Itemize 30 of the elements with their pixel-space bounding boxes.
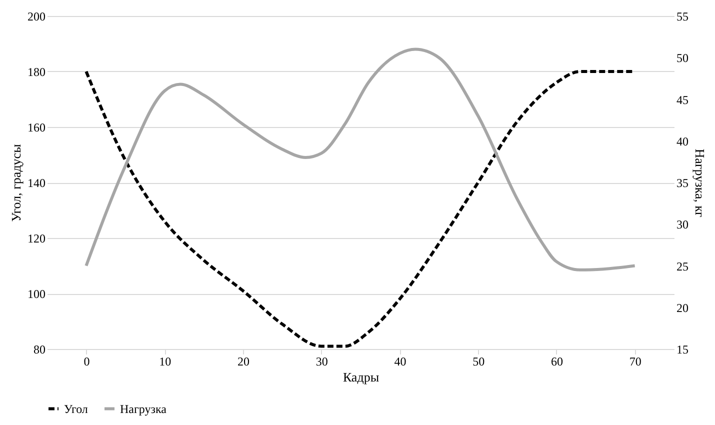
y-tick-label: 120 [28,232,46,246]
y2-tick-label: 55 [676,10,688,24]
y-tick-label: 140 [28,176,46,190]
y2-tick-label: 40 [676,134,688,148]
x-tick-label: 40 [394,354,406,368]
y2-tick-label: 50 [676,51,688,66]
x-axis-title: Кадры [342,370,380,384]
y-axis-title: Угол, градусы [8,144,24,222]
x-tick-label: 70 [629,354,642,368]
x-tick-label: 10 [159,354,172,368]
x-tick-label: 60 [550,354,563,368]
x-tick-label: 30 [316,354,328,368]
y-tick-label: 180 [28,65,46,79]
y2-tick-label: 30 [676,218,688,232]
y2-tick-label: 35 [676,176,688,190]
y-tick-label: 100 [28,287,46,301]
line-series [84,48,636,272]
y-tick-label: 160 [28,120,46,134]
x-tick-label: 50 [472,354,485,368]
legend-label: Угол [64,402,88,416]
legend-label: Нагрузка [120,402,168,416]
y2-tick-label: 45 [676,92,688,107]
y2-tick-label: 20 [676,300,688,315]
y-tick-label: 200 [28,10,46,24]
y-tick-label: 80 [34,342,46,356]
y2-axis-title: Нагрузка, кг [692,148,708,218]
x-tick-label: 0 [84,354,90,368]
x-tick-label: 20 [237,354,250,368]
y2-tick-label: 15 [676,342,688,356]
y2-tick-label: 25 [676,259,688,274]
